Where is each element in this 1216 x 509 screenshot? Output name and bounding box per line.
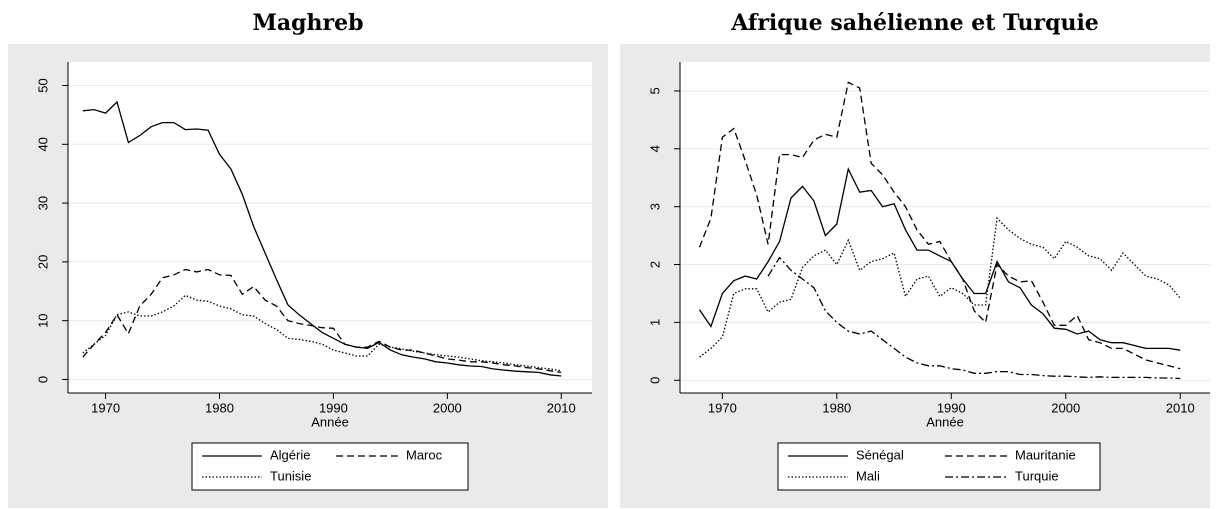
chart-title: Afrique sahélienne et Turquie [730, 10, 1099, 36]
series-line [82, 100, 562, 377]
plot-area [680, 62, 1210, 393]
legend-label: Sénégal [856, 447, 904, 462]
y-tick-label: 1 [647, 319, 662, 326]
series-line [698, 81, 1181, 370]
x-tick-label: 1980 [822, 400, 851, 415]
legend-box [191, 442, 469, 491]
x-tick-label: 1970 [708, 400, 737, 415]
x-tick-label: 1990 [319, 400, 348, 415]
series-line [82, 268, 562, 374]
chart-title: Maghreb [253, 10, 364, 36]
x-tick-label: 1980 [205, 400, 234, 415]
x-tick-label: 2010 [547, 400, 576, 415]
series-line [767, 256, 1181, 380]
x-tick-label: 2010 [1166, 400, 1195, 415]
x-tick-label: 1970 [91, 400, 120, 415]
y-tick-label: 0 [647, 377, 662, 384]
series-line [699, 216, 1181, 358]
y-tick-label: 0 [35, 376, 50, 383]
legend-label: Maroc [406, 447, 443, 462]
y-tick-label: 30 [35, 196, 50, 210]
legend-label: Tunisie [270, 468, 311, 483]
x-tick-label: 2000 [1051, 400, 1080, 415]
plot-area [68, 62, 592, 393]
legend-label: Algérie [270, 447, 310, 462]
series-line [698, 167, 1181, 351]
y-tick-label: 10 [35, 313, 50, 327]
y-tick-label: 3 [647, 203, 662, 210]
y-tick-label: 2 [647, 261, 662, 268]
legend-box [777, 442, 1101, 491]
y-tick-label: 20 [35, 255, 50, 269]
x-tick-label: 2000 [433, 400, 462, 415]
legend-label: Mali [856, 468, 880, 483]
x-axis-label: Année [311, 414, 349, 429]
legend-label: Turquie [1015, 468, 1059, 483]
x-axis-label: Année [926, 414, 964, 429]
y-tick-label: 4 [647, 145, 662, 152]
x-tick-label: 1990 [937, 400, 966, 415]
y-tick-label: 40 [35, 137, 50, 151]
y-tick-label: 50 [35, 78, 50, 92]
y-tick-label: 5 [647, 87, 662, 94]
legend-label: Mauritanie [1015, 447, 1076, 462]
